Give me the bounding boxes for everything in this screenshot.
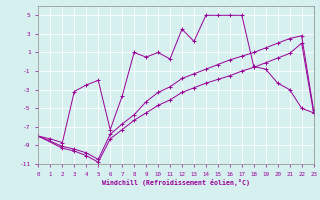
X-axis label: Windchill (Refroidissement éolien,°C): Windchill (Refroidissement éolien,°C) [102,179,250,186]
